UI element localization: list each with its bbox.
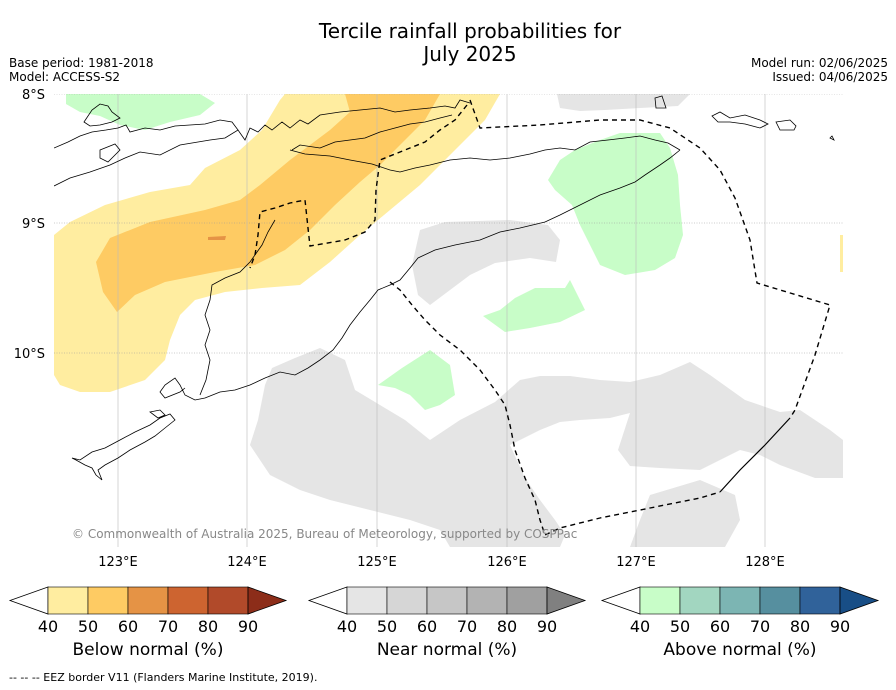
map-title-line-2: July 2025 <box>423 42 517 66</box>
issued-date: Issued: 04/06/2025 <box>772 70 888 84</box>
longitude-labels: 123°E 124°E 125°E 126°E 127°E 128°E <box>98 555 785 570</box>
above-normal-region-northwest <box>66 94 215 130</box>
lon-label-125e: 125°E <box>357 555 397 570</box>
copyright-notice: © Commonwealth of Australia 2025, Bureau… <box>72 527 577 541</box>
colorbar-label-below-normal: Below normal (%) <box>72 640 224 660</box>
lon-label-123e: 123°E <box>98 555 138 570</box>
eez-border-line-timor-enclave <box>249 104 468 269</box>
colorbar-above-normal-segment <box>679 586 721 615</box>
coastline-timor <box>54 99 681 401</box>
near-normal-region-southeast <box>630 480 740 547</box>
map-area <box>54 94 843 547</box>
model-name: Model: ACCESS-S2 <box>9 70 121 84</box>
above-normal-region-central <box>483 280 585 332</box>
colorbar-below-normal-segment <box>47 586 89 615</box>
above-normal-edge-sliver <box>840 235 843 272</box>
lat-label-8s: 8°S <box>22 88 45 103</box>
colorbar-below-normal-tick-label: 40 <box>38 617 58 636</box>
colorbars: 40 50 60 70 80 90 40 50 60 70 80 90 40 50 60 70 80 90 <box>8 586 880 636</box>
lon-label-124e: 124°E <box>227 555 267 570</box>
colorbar-label-above-normal: Above normal (%) <box>663 640 817 660</box>
eez-border <box>249 99 831 536</box>
eez-border-line-southeast <box>719 417 791 493</box>
colorbar-near-normal-segment <box>506 586 548 615</box>
base-period: Base period: 1981-2018 <box>9 56 154 70</box>
lon-label-128e: 128°E <box>745 555 785 570</box>
colorbar-above-normal: 40 50 60 70 80 90 <box>600 586 880 636</box>
coastline-rote-island <box>71 409 176 481</box>
colorbar-above-normal-lower-extension <box>600 586 641 615</box>
colorbar-below-normal-tick-label: 60 <box>118 617 138 636</box>
above-normal-region-east <box>548 133 683 275</box>
eez-border-line-west <box>469 99 831 419</box>
colorbar-below-normal-tick-label: 70 <box>158 617 178 636</box>
colorbar-near-normal-tick-label: 80 <box>497 617 517 636</box>
colorbar-above-normal-tick-label: 70 <box>750 617 770 636</box>
latitude-labels: 8°S 9°S 10°S <box>14 88 45 362</box>
colorbar-above-normal-tick-label: 90 <box>830 617 850 636</box>
lon-label-127e: 127°E <box>616 555 656 570</box>
colorbar-above-normal-tick-label: 40 <box>630 617 650 636</box>
coastline-northwest-islands <box>54 103 239 163</box>
colorbar-below-normal-segment <box>127 586 169 615</box>
colorbar-below-normal-segment <box>87 586 129 615</box>
colorbar-near-normal-segment <box>346 586 388 615</box>
colorbar-above-normal-upper-extension <box>839 586 880 615</box>
colorbar-near-normal-tick-label: 40 <box>337 617 357 636</box>
colorbar-near-normal-upper-extension <box>546 586 587 615</box>
lat-label-10s: 10°S <box>14 347 45 362</box>
colorbar-below-normal-tick-label: 50 <box>78 617 98 636</box>
lat-label-9s: 9°S <box>22 217 45 232</box>
colorbar-near-normal-tick-label: 50 <box>377 617 397 636</box>
colorbar-label-near-normal: Near normal (%) <box>376 640 518 660</box>
colorbar-below-normal-tick-label: 90 <box>238 617 258 636</box>
eez-footnote: -- -- -- EEZ border V11 (Flanders Marine… <box>9 671 318 684</box>
near-normal-region-central <box>412 220 560 305</box>
map-title-line-1: Tercile rainfall probabilities for <box>318 19 622 43</box>
colorbar-near-normal: 40 50 60 70 80 90 <box>307 586 587 636</box>
colorbar-above-normal-segment <box>759 586 801 615</box>
coastline-wetar-island <box>654 95 835 141</box>
lon-label-126e: 126°E <box>487 555 527 570</box>
colorbar-above-normal-segment <box>799 586 841 615</box>
colorbar-near-normal-segment <box>386 586 428 615</box>
below-normal-small-patch <box>208 236 226 240</box>
colorbar-below-normal-lower-extension <box>8 586 49 615</box>
near-normal-region-south <box>250 348 843 547</box>
colorbar-near-normal-segment <box>426 586 468 615</box>
colorbar-near-normal-tick-label: 70 <box>457 617 477 636</box>
colorbar-below-normal-segment <box>207 586 249 615</box>
colorbar-near-normal-segment <box>466 586 508 615</box>
colorbar-above-normal-tick-label: 60 <box>710 617 730 636</box>
colorbar-near-normal-lower-extension <box>307 586 348 615</box>
gridlines <box>54 94 843 547</box>
colorbar-near-normal-tick-label: 60 <box>417 617 437 636</box>
model-run-date: Model run: 02/06/2025 <box>750 56 888 70</box>
below-normal-50-60-region <box>96 94 440 312</box>
above-normal-region-southwest <box>378 350 455 410</box>
coastlines <box>54 95 835 481</box>
colorbar-below-normal-upper-extension <box>247 586 288 615</box>
near-normal-region-north <box>557 94 690 111</box>
colorbar-above-normal-tick-label: 50 <box>670 617 690 636</box>
colorbar-below-normal-segment <box>167 586 209 615</box>
colorbar-below-normal-tick-label: 80 <box>198 617 218 636</box>
colorbar-above-normal-segment <box>719 586 761 615</box>
colorbar-above-normal-tick-label: 80 <box>790 617 810 636</box>
colorbar-above-normal-segment <box>639 586 681 615</box>
colorbar-below-normal: 40 50 60 70 80 90 <box>8 586 288 636</box>
eez-border-line-south <box>389 281 721 536</box>
colorbar-near-normal-tick-label: 90 <box>537 617 557 636</box>
